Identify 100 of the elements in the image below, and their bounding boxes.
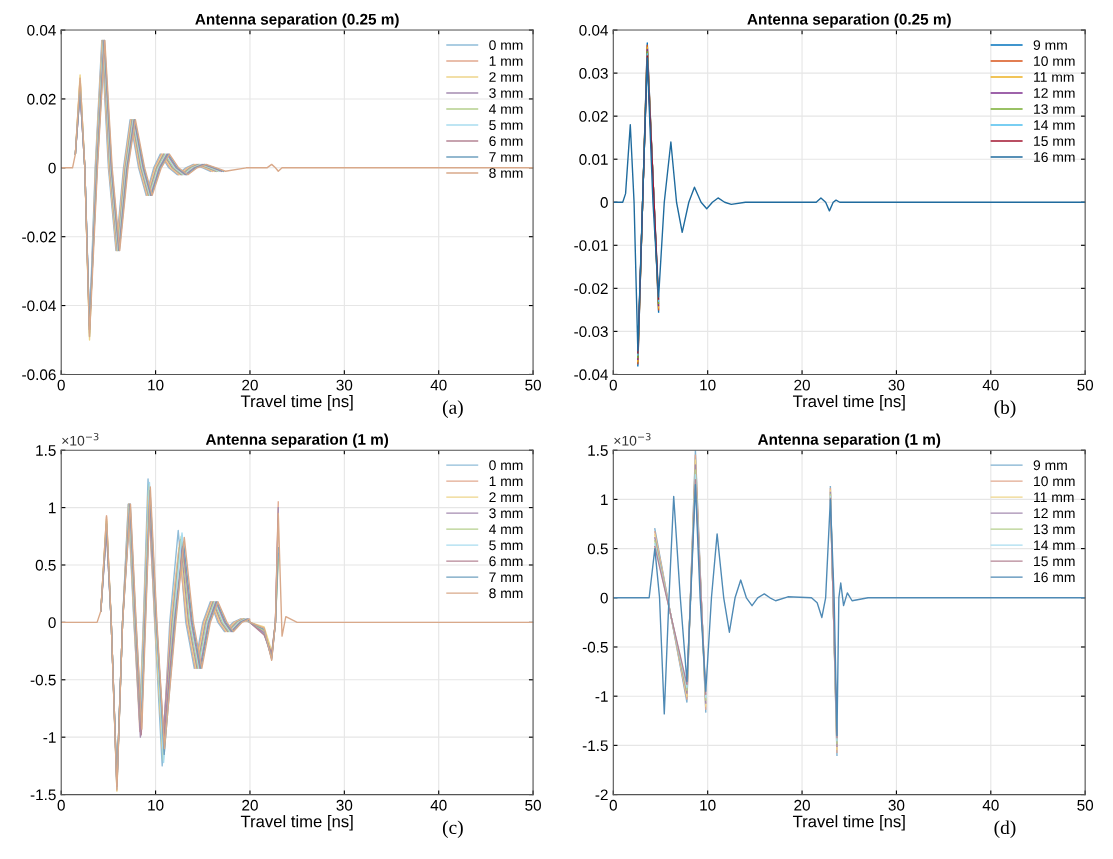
- y-tick-label: -0.04: [574, 369, 608, 381]
- legend-label: 14 mm: [1034, 540, 1075, 550]
- y-tick-label: -1.5: [582, 740, 608, 752]
- legend-label: 16 mm: [1034, 152, 1075, 163]
- x-tick-label: 50: [1077, 379, 1094, 391]
- x-tick-label: 10: [148, 379, 164, 391]
- legend-label: 4 mm: [488, 524, 523, 534]
- legend-label: 12 mm: [1034, 88, 1075, 98]
- text: (b): [994, 400, 1016, 418]
- legend-label: 15 mm: [1034, 556, 1075, 567]
- x-tick-label: 50: [525, 799, 541, 811]
- y-tick-label: 0.02: [579, 111, 608, 122]
- y-tick-label: -0.06: [22, 369, 56, 381]
- y-tick-label: 0: [600, 592, 608, 604]
- text: (c): [442, 820, 463, 839]
- chart-title: Antenna separation (0.25 m): [195, 13, 399, 28]
- legend-label: 2 mm: [489, 492, 523, 502]
- x-tick-label: 20: [242, 799, 258, 811]
- chart-title: Antenna separation (1 m): [205, 433, 389, 448]
- legend-label: 7 mm: [489, 152, 523, 162]
- x-tick-label: 0: [609, 379, 617, 391]
- y-tick-label: -0.03: [574, 326, 608, 338]
- legend-label: 9 mm: [1033, 460, 1067, 471]
- x-tick-label: 10: [148, 799, 164, 811]
- legend-label: 2 mm: [489, 72, 523, 82]
- y-tick-label: -1: [595, 691, 608, 702]
- x-tick-label: 20: [794, 379, 810, 391]
- legend-label: 6 mm: [489, 136, 523, 146]
- x-tick-label: 40: [982, 379, 999, 391]
- legend-label: 8 mm: [489, 168, 523, 179]
- y-tick-label: -2: [595, 789, 608, 801]
- legend-label: 3 mm: [489, 88, 523, 98]
- y-tick-label: 0: [48, 162, 56, 174]
- y-tick-label: 1: [601, 494, 608, 505]
- x-axis-title: Travel time [ns]: [792, 815, 905, 831]
- y-tick-label: 0: [600, 197, 608, 208]
- x-tick-label: 50: [1077, 799, 1094, 811]
- x-tick-label: 30: [336, 799, 353, 811]
- legend-label: 3 mm: [489, 508, 523, 519]
- x-axis-title: Travel time [ns]: [792, 394, 905, 411]
- y-tick-label: -0.02: [22, 231, 56, 243]
- y-tick-label: -1.5: [30, 789, 56, 801]
- x-tick-label: 0: [609, 799, 617, 811]
- y-tick-label: 0.5: [35, 559, 56, 571]
- y-tick-label: 0.01: [579, 154, 608, 165]
- legend-label: 11 mm: [1034, 492, 1074, 502]
- legend-label: 16 mm: [1034, 572, 1075, 583]
- y-tick-label: 0.04: [579, 24, 608, 36]
- y-tick-label: 0.04: [27, 24, 56, 36]
- legend-label: 4 mm: [488, 104, 523, 114]
- legend-label: 7 mm: [489, 572, 523, 583]
- y-tick-label: 0.03: [579, 67, 608, 79]
- y-tick-label: -0.5: [582, 641, 608, 653]
- text: (a): [442, 400, 463, 418]
- legend-label: 12 mm: [1034, 508, 1075, 518]
- legend-label: 10 mm: [1034, 476, 1075, 487]
- y-tick-label: -1: [43, 732, 56, 743]
- legend-label: 1 mm: [489, 476, 523, 486]
- y-tick-label: 1.5: [588, 445, 608, 456]
- x-tick-label: 40: [982, 799, 999, 811]
- x-axis-title: Travel time [ns]: [240, 394, 353, 411]
- x-tick-label: 10: [700, 379, 716, 391]
- legend-label: 1 mm: [489, 56, 523, 66]
- legend-label: 15 mm: [1034, 136, 1075, 146]
- y-tick-label: -0.04: [22, 300, 56, 312]
- legend-label: 14 mm: [1034, 120, 1075, 130]
- x-axis-title: Travel time [ns]: [240, 815, 353, 831]
- x-tick-label: 0: [57, 379, 65, 391]
- legend-label: 10 mm: [1034, 56, 1075, 66]
- legend-label: 5 mm: [489, 540, 523, 551]
- y-tick-label: -0.01: [574, 240, 608, 251]
- x-tick-label: 20: [242, 379, 258, 391]
- x-tick-label: 30: [336, 379, 353, 391]
- x-tick-label: 10: [700, 799, 716, 811]
- x-tick-label: 40: [430, 379, 447, 391]
- y-tick-label: -0.5: [30, 674, 56, 686]
- legend-label: 0 mm: [489, 40, 523, 50]
- y-tick-label: 0: [48, 617, 56, 629]
- x-tick-label: 30: [888, 379, 905, 391]
- y-tick-label: 1.5: [36, 445, 56, 456]
- x-tick-label: 40: [430, 799, 447, 811]
- x-tick-label: 0: [57, 799, 65, 811]
- legend-label: 13 mm: [1034, 104, 1075, 114]
- legend-label: 11 mm: [1034, 72, 1074, 82]
- y-tick-label: 1: [49, 502, 56, 514]
- x-tick-label: 30: [888, 799, 905, 811]
- legend-label: 6 mm: [489, 556, 523, 567]
- legend-label: 13 mm: [1034, 524, 1075, 535]
- y-tick-label: 0.5: [587, 543, 608, 555]
- x-tick-label: 50: [525, 379, 541, 391]
- legend-label: 8 mm: [489, 588, 523, 599]
- legend-label: 5 mm: [489, 120, 523, 130]
- y-tick-label: -0.02: [574, 283, 608, 295]
- legend-label: 9 mm: [1033, 40, 1067, 50]
- chart-title: Antenna separation (0.25 m): [747, 13, 951, 28]
- chart-title: Antenna separation (1 m): [757, 433, 941, 448]
- text: (d): [994, 820, 1016, 839]
- y-tick-label: 0.02: [27, 93, 56, 105]
- text: ×10$^{−3}$: [614, 432, 651, 446]
- legend-label: 0 mm: [489, 460, 523, 471]
